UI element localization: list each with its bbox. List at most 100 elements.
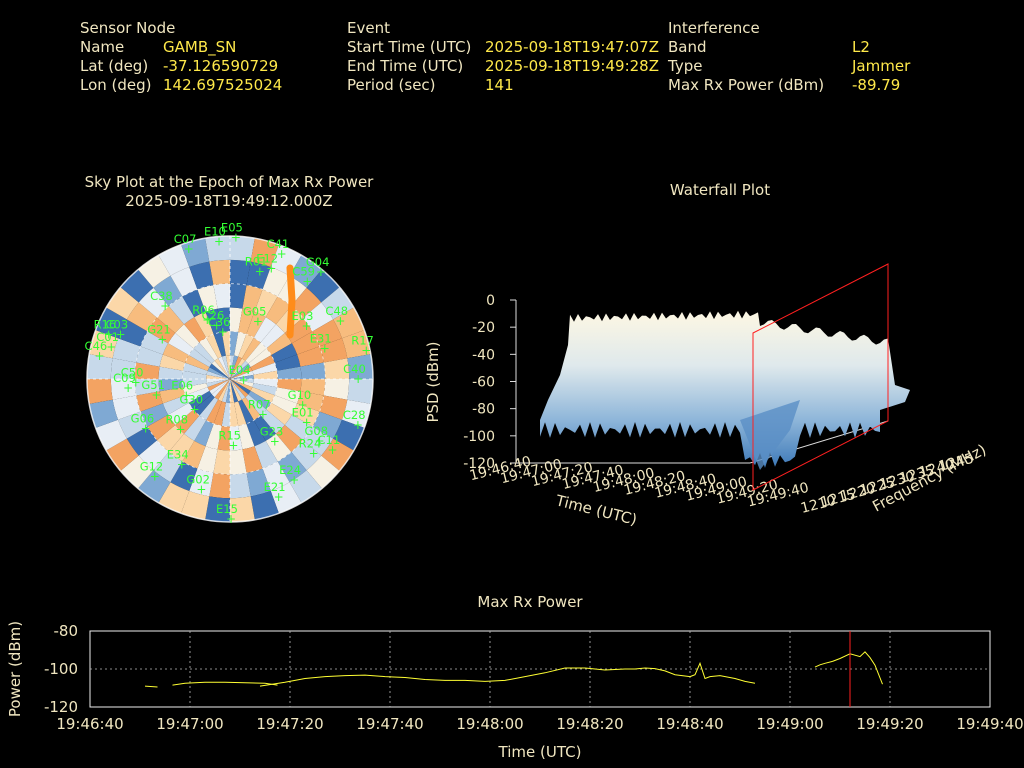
satellite-label: R15 (218, 429, 241, 443)
skyplot-cell (253, 415, 276, 441)
skyplot-cell (230, 379, 254, 384)
skyplot-cell (182, 379, 207, 388)
power-x-tick-label: 19:48:00 (456, 715, 523, 733)
satellite-plus: + (335, 314, 345, 328)
satellite-marker: +C46 (85, 339, 108, 363)
skyplot-cell (248, 348, 272, 368)
skyplot-cell (206, 399, 222, 424)
skyplot-cell (182, 370, 207, 379)
wf-z-tick-label: -20 (472, 320, 495, 336)
skyplot-cell (213, 449, 230, 475)
power-x-tick-label: 19:48:20 (556, 715, 623, 733)
skyplot-cell (185, 355, 210, 371)
satellite-plus: + (253, 314, 263, 328)
skyplot-cell (221, 379, 230, 403)
skyplot-cell (230, 236, 255, 262)
skyplot-cell (291, 403, 320, 427)
skyplot-cell (89, 399, 119, 428)
skyplot-cell (134, 379, 160, 396)
satellite-marker: +E15 (216, 502, 238, 526)
skyplot-cell (153, 452, 183, 483)
satellite-marker: +E24 (279, 463, 301, 487)
skyplot-track (286, 264, 296, 339)
skyplot-cell (153, 275, 183, 306)
satellite-marker: +E10 (204, 224, 226, 248)
satellite-plus: + (196, 483, 206, 497)
skyplot-cell (158, 482, 190, 514)
sensor-lon-value: 142.697525024 (163, 76, 283, 94)
skyplot-cell (205, 236, 230, 262)
satellite-plus: + (95, 349, 105, 363)
skyplot-cell (291, 287, 322, 318)
skyplot-cell (230, 367, 253, 379)
skyplot-cell (242, 285, 263, 312)
skyplot-cell (300, 362, 326, 379)
skyplot-cell (134, 362, 160, 379)
skyplot-cell (218, 379, 230, 402)
satellite-plus: + (320, 342, 330, 356)
power-x-tick-label: 19:46:40 (56, 715, 123, 733)
wf-z-tick-label: 0 (486, 293, 495, 309)
skyplot-cell (250, 238, 279, 268)
wf-z-tick-label: -60 (472, 375, 495, 391)
interference-heading: Interference (668, 19, 760, 37)
power-y-tick-label: -100 (44, 660, 78, 678)
satellite-plus: + (353, 418, 363, 432)
skyplot-cell (213, 283, 230, 309)
satellite-plus: + (274, 490, 284, 504)
sensor-lat-label: Lat (deg) (80, 57, 149, 75)
power-x-tick-label: 19:49:20 (856, 715, 923, 733)
skyplot-background (87, 236, 373, 522)
power-y-tick-label: -80 (54, 622, 79, 640)
skyplot-cell (230, 379, 246, 400)
skyplot-cell (260, 324, 285, 349)
skyplot-cell (230, 379, 251, 395)
skyplot-cell (193, 342, 215, 364)
skyplot-cell (193, 394, 215, 416)
wf-z-label: PSD (dBm) (424, 341, 442, 422)
skyplot-cell (140, 331, 169, 355)
satellite-plus: + (104, 327, 114, 341)
skyplot-cell (230, 356, 242, 379)
satellite-plus: + (175, 423, 185, 437)
satellite-plus: + (258, 407, 268, 421)
satellite-marker: +G10 (288, 388, 312, 412)
skyplot-cell (306, 455, 340, 489)
satellite-plus: + (270, 434, 280, 448)
skyplot-cell (225, 355, 230, 379)
satellite-marker: +E12 (256, 252, 278, 276)
skyplot-cell (246, 311, 266, 338)
satellite-plus: + (116, 327, 126, 341)
skyplot-cell (185, 387, 210, 403)
satellite-label: R17 (351, 333, 374, 347)
skyplot-cell (262, 267, 290, 297)
skyplot-cell (120, 269, 154, 303)
skyplot-cell (138, 287, 169, 318)
satellite-label: G06 (131, 411, 155, 425)
skyplot-cell (230, 355, 239, 379)
skyplot-cell (184, 415, 207, 441)
satellite-plus: + (202, 313, 212, 327)
skyplot-cell (162, 343, 189, 363)
satellite-marker: +G23 (260, 424, 284, 448)
satellite-plus: + (316, 265, 326, 279)
skyplot-cell (118, 319, 148, 347)
skyplot-cell (347, 354, 373, 379)
sensor-lon-label: Lon (deg) (80, 76, 152, 94)
satellite-label: E12 (256, 252, 278, 266)
satellite-label: R01 (245, 255, 268, 269)
event-period-label: Period (sec) (347, 76, 436, 94)
power-title: Max Rx Power (477, 593, 583, 611)
skyplot-cell (181, 490, 210, 520)
skyplot-cell (234, 401, 247, 426)
skyplot-cell (214, 379, 230, 400)
skyplot-cell (183, 362, 208, 375)
skyplot-cell (213, 332, 226, 357)
satellite-label: E01 (292, 406, 314, 420)
satellite-plus: + (239, 373, 249, 387)
wf-z-tick-label: -80 (472, 402, 495, 418)
skyplot-cell (206, 374, 230, 379)
satellite-plus: + (123, 381, 133, 395)
